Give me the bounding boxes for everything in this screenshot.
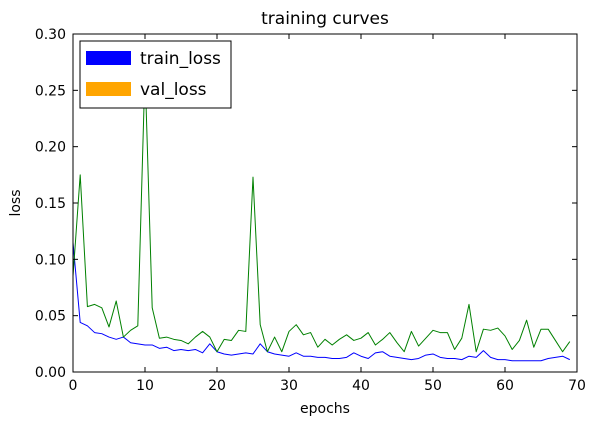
chart-title: training curves <box>261 9 389 29</box>
y-axis-label: loss <box>8 189 24 216</box>
x-tick-label: 60 <box>496 378 514 394</box>
x-tick-label: 70 <box>568 378 586 394</box>
series-line-train-loss <box>72 242 571 362</box>
x-axis-label: epochs <box>300 401 350 417</box>
legend-label-val-loss: val_loss <box>140 80 207 100</box>
y-tick-label: 0.30 <box>35 27 66 43</box>
x-tick-label: 30 <box>280 378 298 394</box>
legend: train_loss val_loss <box>79 40 232 109</box>
x-tick-label: 20 <box>208 378 226 394</box>
y-tick-label: 0.15 <box>35 196 66 212</box>
legend-swatch-train-loss <box>86 51 131 65</box>
x-tick-label: 0 <box>69 378 78 394</box>
x-tick-label: 10 <box>136 378 154 394</box>
plot-area <box>72 69 571 362</box>
x-tick-label: 40 <box>352 378 370 394</box>
x-tick-label: 50 <box>424 378 442 394</box>
series-line-val-loss <box>72 69 571 353</box>
y-tick-label: 0.00 <box>35 365 66 381</box>
y-tick-label: 0.20 <box>35 140 66 156</box>
y-tick-label: 0.05 <box>35 309 66 325</box>
legend-label-train-loss: train_loss <box>140 49 221 69</box>
y-tick-label: 0.10 <box>35 252 66 268</box>
y-tick-label: 0.25 <box>35 83 66 99</box>
axis-ticks: 0 10 20 30 40 50 60 70 0.00 0.05 0.10 0.15 0.20 0.25 0… <box>35 27 586 394</box>
legend-swatch-val-loss <box>86 82 131 96</box>
